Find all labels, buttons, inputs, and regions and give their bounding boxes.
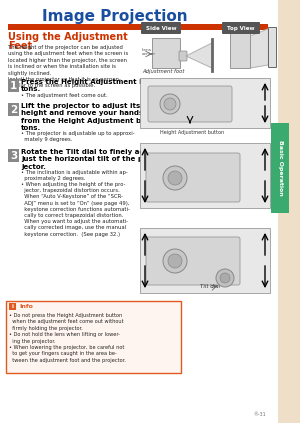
FancyBboxPatch shape [140,78,270,128]
Circle shape [216,269,234,287]
FancyBboxPatch shape [8,24,268,30]
FancyBboxPatch shape [0,0,278,423]
Circle shape [220,273,230,283]
Text: Lens
center: Lens center [142,48,156,56]
Text: Rotate the Tilt dial to finely ad-
just the horizontal tilt of the pro-
jector.: Rotate the Tilt dial to finely ad- just … [21,149,154,170]
Circle shape [168,254,182,268]
Text: 3: 3 [10,151,17,160]
Text: Lift the projector to adjust its
height and remove your hands
from the Height Ad: Lift the projector to adjust its height … [21,103,152,131]
Text: Side View: Side View [146,25,176,30]
FancyBboxPatch shape [141,22,181,34]
Text: • Do not press the Height Adjustment button
  when the adjustment feet come out : • Do not press the Height Adjustment but… [9,313,126,363]
Text: • The inclination is adjustable within ap-
  proximately 2 degrees.
• When adjus: • The inclination is adjustable within a… [21,170,130,236]
FancyBboxPatch shape [8,149,19,162]
Text: The height of the projector can be adjusted
using the adjustment feet when the s: The height of the projector can be adjus… [8,45,128,88]
FancyBboxPatch shape [146,237,240,285]
FancyBboxPatch shape [230,33,250,68]
Text: 1: 1 [10,80,17,91]
Text: Image Projection: Image Projection [42,9,188,24]
Text: Info: Info [19,304,33,309]
Circle shape [164,98,176,110]
FancyBboxPatch shape [278,0,300,423]
FancyBboxPatch shape [9,303,16,310]
Text: 2: 2 [10,104,17,115]
Text: Tilt dial: Tilt dial [200,284,220,289]
Polygon shape [186,43,212,68]
FancyBboxPatch shape [8,103,19,116]
FancyBboxPatch shape [152,38,180,68]
FancyBboxPatch shape [148,86,232,122]
FancyBboxPatch shape [6,301,181,373]
Circle shape [168,171,182,185]
Text: Height Adjustment button: Height Adjustment button [160,130,224,135]
Text: Adjustment foot: Adjustment foot [142,69,184,74]
Polygon shape [250,29,268,68]
Text: ®-31: ®-31 [254,412,266,417]
Circle shape [163,166,187,190]
FancyBboxPatch shape [222,22,260,34]
Text: i: i [11,304,14,309]
Text: Feet: Feet [8,41,32,51]
Text: Basic Operation: Basic Operation [278,140,283,196]
Text: • The adjustment feet come out.: • The adjustment feet come out. [21,93,108,98]
Text: • The projector is adjustable up to approxi-
  mately 9 degrees.: • The projector is adjustable up to appr… [21,131,135,142]
FancyBboxPatch shape [146,153,240,202]
FancyBboxPatch shape [8,79,19,92]
Circle shape [160,94,180,114]
Text: Using the Adjustment: Using the Adjustment [8,32,128,42]
FancyBboxPatch shape [179,51,187,61]
Circle shape [163,249,187,273]
FancyBboxPatch shape [271,123,289,213]
FancyBboxPatch shape [140,143,270,208]
FancyBboxPatch shape [140,228,270,293]
FancyBboxPatch shape [268,27,276,67]
Text: Top View: Top View [227,25,255,30]
Text: Press the Height Adjustment but-
tons.: Press the Height Adjustment but- tons. [21,79,156,92]
